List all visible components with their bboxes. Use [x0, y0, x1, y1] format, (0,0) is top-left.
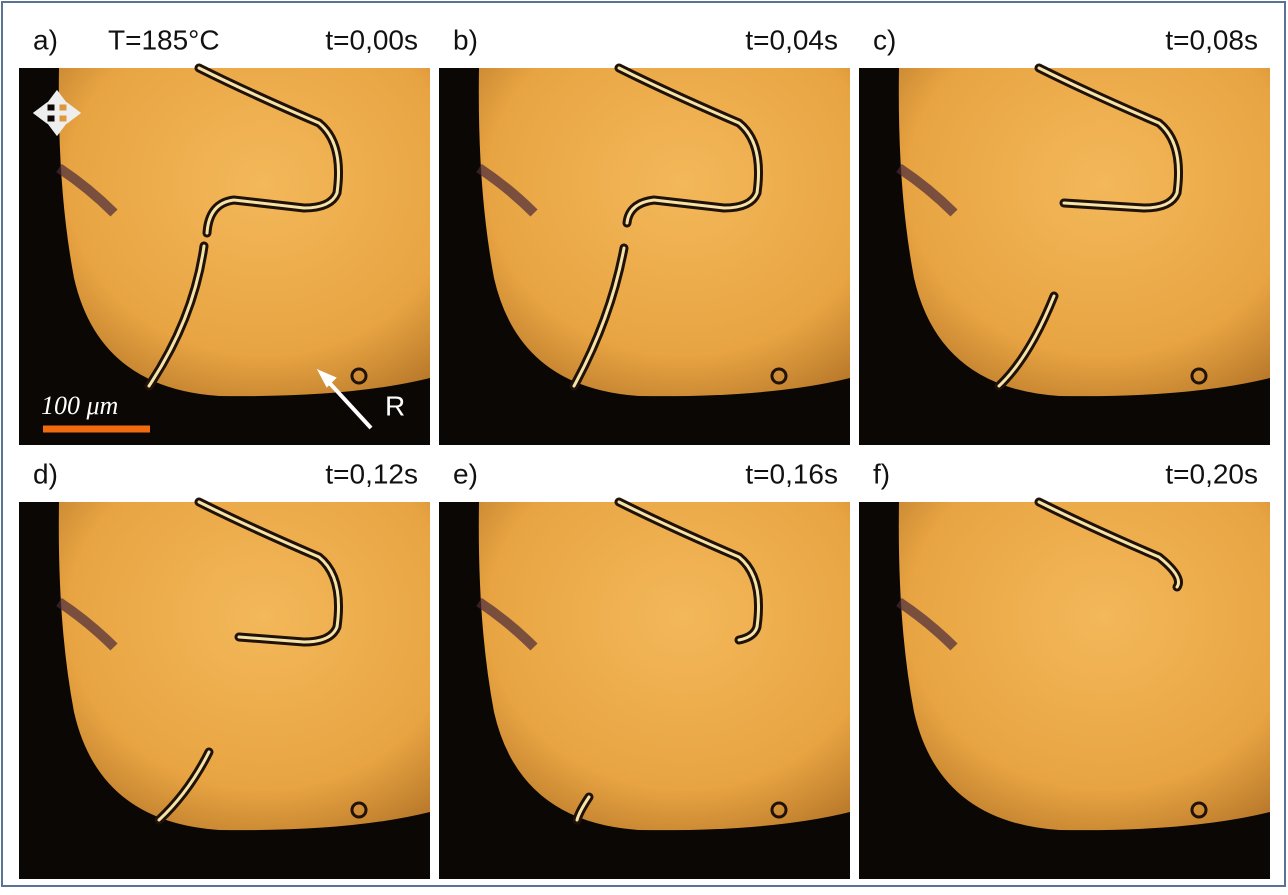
liquid-crystal-domain [899, 502, 1270, 830]
panel-label: f) [873, 458, 890, 489]
micrograph [19, 502, 430, 879]
panel-label: b) [453, 24, 478, 55]
liquid-crystal-domain [479, 68, 850, 396]
time-label: t=0,12s [325, 458, 418, 489]
liquid-crystal-domain [59, 502, 430, 830]
time-label: t=0,20s [1165, 458, 1258, 489]
rubbing-label: R [385, 390, 405, 421]
micrograph [859, 68, 1270, 445]
panel-label: c) [873, 24, 896, 55]
micrograph [439, 68, 850, 445]
temperature-label: T=185°C [108, 24, 220, 55]
panel-label: a) [33, 24, 58, 55]
liquid-crystal-domain [479, 502, 850, 830]
figure: a) t=0,00s b) t=0,04s c) t=0,08s d) t=0,12s e) t=… [0, 0, 1288, 890]
micrograph [19, 68, 430, 445]
liquid-crystal-domain [59, 68, 430, 396]
time-label: t=0,08s [1165, 24, 1258, 55]
micrograph [859, 502, 1270, 879]
micrograph [439, 502, 850, 879]
panel-label: d) [33, 458, 58, 489]
time-label: t=0,04s [745, 24, 838, 55]
scale-label: 100 μm [41, 391, 118, 420]
panel-label: e) [453, 458, 478, 489]
time-label: t=0,00s [325, 24, 418, 55]
liquid-crystal-domain [899, 68, 1270, 396]
time-label: t=0,16s [745, 458, 838, 489]
